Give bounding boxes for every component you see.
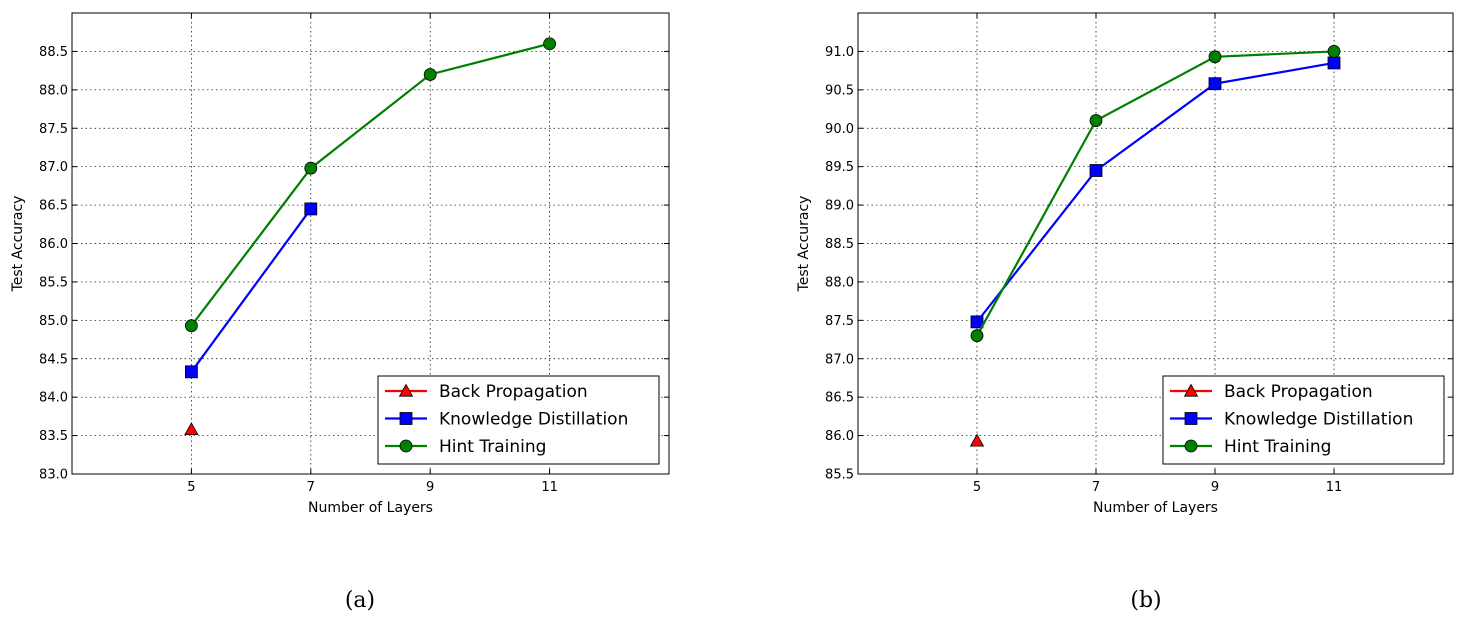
legend-marker-1 (399, 412, 413, 425)
x-axis-label: Number of Layers (308, 500, 433, 516)
legend-label-2: Hint Training (1224, 437, 1331, 457)
series-line-1 (190, 208, 312, 373)
legend-marker-0 (398, 383, 414, 397)
y-tick-label-4: 87.5 (825, 314, 854, 329)
y-tick-label-10: 88.0 (39, 83, 68, 98)
data-point-2-1 (304, 161, 318, 175)
y-tick-label-0: 85.5 (825, 468, 854, 483)
y-tick-label-6: 88.5 (825, 237, 854, 252)
subfigure-caption: (a) (345, 588, 375, 613)
x-axis-label: Number of Layers (1093, 500, 1218, 516)
legend: Back Propagation Knowledge Distillation Hi… (1162, 375, 1445, 465)
data-point-2-0 (970, 329, 984, 343)
data-point-1-2 (1208, 77, 1222, 91)
legend-label-1: Knowledge Distillation (439, 410, 628, 430)
y-tick-label-6: 86.0 (39, 237, 68, 252)
y-axis-label: Test Accuracy (796, 196, 812, 293)
series-line-1 (976, 61, 1335, 323)
data-point-0-0 (184, 422, 199, 436)
y-tick-label-7: 89.0 (825, 199, 854, 214)
plot-frame (71, 12, 670, 475)
legend-label-0: Back Propagation (1224, 382, 1373, 402)
plot-frame (857, 12, 1454, 475)
series-line-2 (976, 50, 1335, 337)
x-tick-label-3: 11 (541, 480, 558, 495)
y-tick-label-0: 83.0 (39, 468, 68, 483)
y-tick-label-8: 87.0 (39, 160, 68, 175)
y-tick-label-1: 86.0 (825, 429, 854, 444)
data-point-0-0 (969, 433, 985, 447)
data-point-2-1 (1089, 114, 1103, 127)
y-tick-label-9: 87.5 (39, 122, 68, 137)
data-point-1-0 (970, 315, 984, 329)
subfigure-caption: (b) (1130, 588, 1161, 613)
y-tick-label-1: 83.5 (39, 429, 68, 444)
series-1 (184, 202, 318, 379)
series-2 (970, 45, 1341, 343)
x-tick-label-1: 7 (307, 480, 315, 495)
legend-label-2: Hint Training (439, 437, 546, 457)
legend-label-1: Knowledge Distillation (1224, 410, 1413, 430)
y-tick-label-2: 86.5 (825, 391, 854, 406)
legend: Back Propagation Knowledge Distillation Hi… (377, 375, 660, 465)
data-point-2-2 (1208, 50, 1222, 64)
series-0 (184, 422, 199, 436)
y-tick-label-4: 85.0 (39, 314, 68, 329)
series-line-2 (190, 42, 550, 327)
x-tick-label-2: 9 (1211, 480, 1219, 495)
series-1 (970, 56, 1341, 329)
legend-marker-2 (1184, 439, 1198, 453)
legend-label-0: Back Propagation (439, 382, 588, 402)
legend-marker-0 (1183, 383, 1199, 397)
data-point-1-3 (1327, 56, 1341, 70)
series-2 (184, 37, 556, 333)
x-tick-label-0: 5 (187, 480, 195, 495)
data-point-2-0 (184, 319, 198, 333)
data-point-1-0 (184, 365, 198, 379)
y-tick-label-7: 86.5 (39, 199, 68, 214)
data-point-2-3 (543, 37, 556, 51)
y-axis-label: Test Accuracy (10, 196, 26, 293)
x-tick-label-3: 11 (1326, 480, 1343, 495)
y-tick-label-9: 90.0 (825, 122, 854, 137)
y-tick-label-5: 88.0 (825, 275, 854, 290)
data-point-1-1 (304, 202, 318, 216)
x-tick-label-1: 7 (1092, 480, 1100, 495)
chart-1: 85.5 86.0 86.5 87.0 87.5 88.0 88.5 89.0 89.5 90.0… (796, 12, 1454, 613)
y-tick-label-11: 91.0 (825, 45, 854, 60)
legend-marker-2 (399, 439, 413, 453)
series-0 (969, 433, 985, 447)
legend-marker-1 (1184, 412, 1198, 425)
chart-0: 83.0 83.5 84.0 84.5 85.0 85.5 86.0 86.5 87.0 87.5… (10, 12, 670, 613)
data-point-2-2 (423, 68, 437, 81)
y-tick-label-3: 84.5 (39, 352, 68, 367)
y-tick-label-8: 89.5 (825, 160, 854, 175)
y-tick-label-5: 85.5 (39, 275, 68, 290)
y-tick-label-3: 87.0 (825, 352, 854, 367)
y-tick-label-10: 90.5 (825, 83, 854, 98)
y-tick-label-2: 84.0 (39, 391, 68, 406)
x-tick-label-2: 9 (426, 480, 434, 495)
x-tick-label-0: 5 (973, 480, 981, 495)
y-tick-label-11: 88.5 (39, 45, 68, 60)
data-point-2-3 (1327, 45, 1341, 58)
data-point-1-1 (1089, 164, 1103, 177)
